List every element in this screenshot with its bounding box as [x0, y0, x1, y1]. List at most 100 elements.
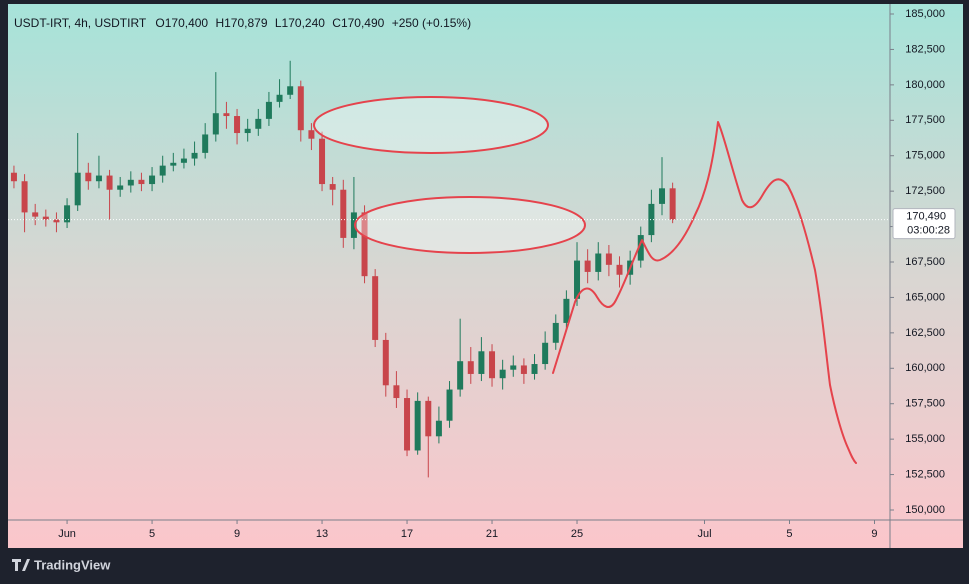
y-tick-label: 155,000 — [905, 433, 945, 445]
candle-body — [489, 351, 496, 379]
legend-key: H — [215, 16, 224, 30]
candle-body — [287, 86, 294, 95]
candle-body — [180, 158, 187, 163]
candle-body — [435, 420, 442, 437]
candle-body — [393, 385, 400, 399]
legend-key: C — [332, 16, 341, 30]
candle-body — [659, 188, 666, 204]
candle-body — [595, 253, 602, 272]
y-tick-label: 157,500 — [905, 398, 945, 410]
symbol-title: USDT-IRT, 4h, USDTIRT — [14, 16, 147, 30]
candle-body — [510, 365, 517, 370]
x-tick-label: 9 — [871, 528, 877, 540]
legend-value: 170,400 — [165, 16, 209, 30]
candle-body — [127, 179, 134, 186]
x-tick-label: 25 — [571, 528, 583, 540]
candle-body — [478, 351, 485, 374]
x-tick-label: 5 — [786, 528, 792, 540]
last-price-label: 170,490 — [906, 211, 946, 223]
candle-body — [457, 361, 464, 390]
brand-name: TradingView — [34, 557, 111, 572]
legend-value: 170,240 — [282, 16, 326, 30]
x-tick-label: 21 — [486, 528, 498, 540]
y-tick-label: 180,000 — [905, 79, 945, 91]
y-tick-label: 167,500 — [905, 256, 945, 268]
candle-body — [669, 188, 676, 220]
candle-body — [467, 361, 474, 374]
candle-body — [244, 128, 251, 134]
brand-logo: TradingView — [12, 557, 111, 572]
candle-body — [223, 113, 230, 117]
x-tick-label: Jul — [697, 528, 711, 540]
legend-change: +250 (+0.15%) — [392, 16, 471, 30]
legend-value: 170,490 — [341, 16, 385, 30]
candle-body — [308, 130, 315, 139]
logo-icon — [12, 559, 30, 571]
candle-body — [85, 172, 92, 182]
x-tick-label: 5 — [149, 528, 155, 540]
y-tick-label: 182,500 — [905, 43, 945, 55]
candle-body — [149, 175, 156, 185]
candle-body — [648, 203, 655, 236]
legend-value: 170,879 — [224, 16, 268, 30]
x-tick-label: 13 — [316, 528, 328, 540]
candle-body — [574, 260, 581, 299]
candle-body — [42, 216, 49, 220]
x-tick-label: Jun — [58, 528, 76, 540]
legend-key: L — [275, 16, 282, 30]
candle-body — [340, 189, 347, 238]
candle-body — [361, 212, 368, 277]
legend-header: USDT-IRT, 4h, USDTIRT O170,400 H170,879 … — [14, 16, 471, 30]
y-tick-label: 177,500 — [905, 114, 945, 126]
candle-body — [350, 212, 357, 238]
candle-body — [10, 172, 17, 182]
candle-body — [265, 101, 272, 119]
candle-body — [563, 298, 570, 323]
x-tick-label: 9 — [234, 528, 240, 540]
candle-body — [138, 179, 145, 185]
candle-body — [32, 212, 39, 217]
candle-body — [212, 113, 219, 135]
chart-panel — [8, 4, 963, 548]
candle-body — [552, 322, 559, 343]
y-tick-label: 152,500 — [905, 468, 945, 480]
candle-body — [95, 175, 102, 182]
candle-body — [499, 369, 506, 379]
x-tick-label: 17 — [401, 528, 413, 540]
candle-body — [276, 94, 283, 102]
y-tick-label: 172,500 — [905, 185, 945, 197]
legend-key: O — [155, 16, 164, 30]
candle-body — [372, 276, 379, 340]
y-tick-label: 162,500 — [905, 327, 945, 339]
candle-body — [414, 400, 421, 451]
candle-body — [53, 219, 60, 223]
candle-body — [404, 398, 411, 451]
candle-body — [64, 205, 71, 223]
y-tick-label: 160,000 — [905, 362, 945, 374]
candle-body — [329, 184, 336, 190]
candle-body — [584, 260, 591, 272]
candle-body — [520, 365, 527, 374]
last-price-box — [892, 208, 956, 240]
candle-body — [191, 152, 198, 159]
candle-body — [425, 400, 432, 437]
forecast-curve — [552, 121, 857, 464]
ellipse-drawing — [354, 196, 586, 254]
candle-body — [159, 165, 166, 176]
y-tick-label: 165,000 — [905, 291, 945, 303]
candle-body — [255, 118, 262, 129]
candle-body — [297, 86, 304, 131]
candle-body — [446, 389, 453, 421]
y-tick-label: 175,000 — [905, 150, 945, 162]
candle-body — [117, 185, 124, 190]
y-tick-label: 185,000 — [905, 8, 945, 20]
candle-body — [234, 116, 241, 134]
candle-body — [542, 342, 549, 365]
candle-body — [616, 264, 623, 275]
candle-body — [605, 253, 612, 265]
candle-body — [637, 235, 644, 261]
ellipse-drawing — [313, 96, 549, 154]
candle-body — [106, 175, 113, 190]
candle-body — [531, 364, 538, 374]
